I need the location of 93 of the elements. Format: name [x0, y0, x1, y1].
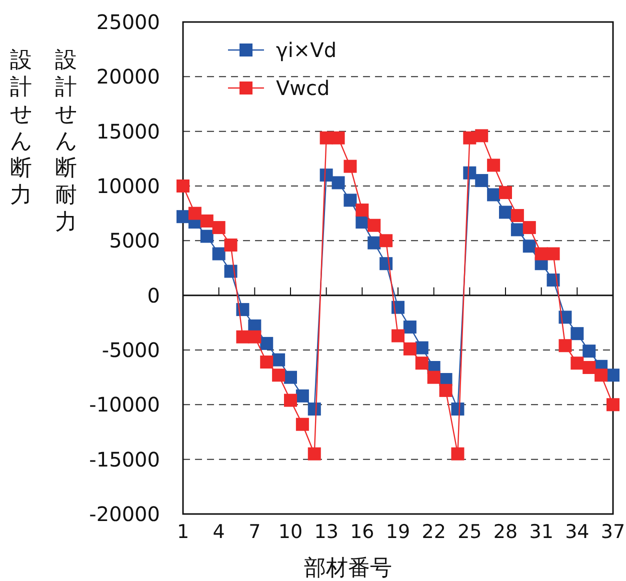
point	[570, 356, 584, 370]
x-tick-label: 34	[565, 521, 590, 543]
point	[499, 206, 512, 219]
point	[284, 394, 297, 407]
point	[534, 247, 548, 260]
x-tick-label: 28	[493, 521, 518, 543]
y-tick-label: 20000	[96, 64, 160, 89]
point	[296, 418, 309, 431]
x-tick-label: 4	[212, 521, 225, 543]
point	[510, 223, 524, 236]
x-tick-label: 25	[458, 521, 482, 543]
point	[212, 247, 226, 260]
x-tick-label: 10	[278, 521, 303, 543]
point	[260, 336, 274, 350]
point	[451, 447, 464, 460]
point	[308, 402, 321, 416]
point	[212, 221, 226, 234]
point	[427, 370, 440, 384]
y-tick-label: -10000	[89, 392, 160, 417]
x-tick-label: 13	[314, 521, 338, 543]
point	[332, 176, 345, 190]
y-axis-title: 設計せん断力	[10, 48, 33, 208]
legend-label: γi×Vd	[276, 38, 337, 62]
x-axis-title: 部材番号	[304, 556, 392, 581]
y-tick-label: 10000	[96, 174, 160, 198]
point	[499, 186, 512, 200]
point	[356, 204, 369, 217]
point	[200, 230, 214, 243]
point	[368, 218, 381, 232]
point	[236, 303, 250, 316]
point	[344, 160, 357, 173]
point	[272, 353, 286, 366]
point	[296, 389, 309, 402]
point	[439, 384, 452, 397]
x-tick-label: 1	[176, 521, 190, 543]
point	[368, 236, 381, 250]
point	[284, 370, 297, 384]
point	[415, 341, 428, 354]
point	[487, 188, 500, 202]
point	[392, 329, 404, 342]
point	[380, 257, 393, 270]
point	[606, 398, 620, 412]
point	[176, 210, 190, 224]
point	[475, 129, 488, 142]
y-tick-label: -20000	[89, 502, 160, 526]
point	[380, 234, 393, 248]
x-tick-label: 22	[422, 521, 446, 543]
point	[224, 238, 238, 252]
x-tick-label: 31	[529, 521, 554, 543]
point	[463, 131, 476, 144]
y-tick-label: -5000	[102, 338, 160, 362]
point	[392, 300, 404, 314]
point	[558, 339, 572, 352]
point	[320, 131, 333, 144]
point	[451, 402, 464, 416]
point	[200, 214, 214, 228]
point	[188, 206, 202, 220]
point	[570, 327, 584, 340]
point	[582, 360, 596, 374]
point	[403, 320, 416, 334]
point	[272, 368, 286, 382]
x-tick-label: 37	[600, 521, 626, 543]
point	[332, 131, 345, 144]
point	[415, 356, 428, 370]
point	[558, 310, 572, 324]
point	[248, 330, 262, 344]
legend-label: Vwcd	[276, 76, 330, 100]
y-tick-label: 25000	[96, 10, 160, 34]
point	[176, 180, 190, 192]
point	[344, 194, 357, 207]
point	[224, 264, 238, 278]
point	[546, 274, 560, 287]
point	[510, 209, 524, 222]
point	[594, 368, 608, 382]
point	[546, 247, 560, 260]
point	[606, 368, 620, 382]
x-tick-label: 19	[386, 521, 410, 543]
point	[522, 240, 536, 253]
y-tick-label: 15000	[96, 119, 160, 144]
y-tick-label: 5000	[109, 228, 160, 253]
point	[260, 356, 274, 369]
point	[582, 344, 596, 358]
point	[308, 447, 321, 460]
x-tick-label: 16	[350, 521, 374, 543]
point	[236, 330, 250, 344]
point	[487, 158, 500, 172]
point	[403, 342, 416, 356]
y-tick-label: 0	[147, 283, 160, 308]
point	[475, 174, 488, 188]
y-tick-label: -15000	[89, 447, 160, 472]
x-tick-label: 7	[248, 521, 261, 543]
text: 設計せん断耐力	[55, 48, 78, 235]
point	[522, 221, 536, 234]
